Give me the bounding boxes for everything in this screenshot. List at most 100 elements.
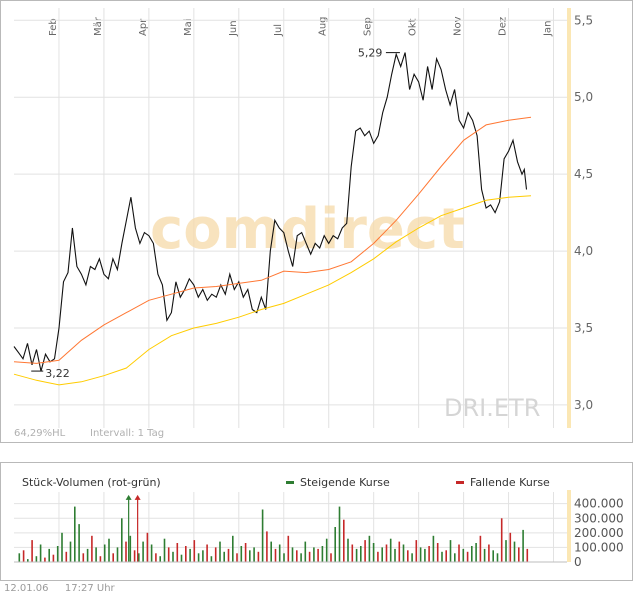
volume-bar <box>56 546 59 562</box>
volume-bar <box>500 518 503 563</box>
series-line-2 <box>13 195 532 386</box>
volume-bar <box>458 544 460 562</box>
volume-bar <box>202 550 204 562</box>
volume-bar <box>274 548 277 562</box>
volume-bar <box>385 544 388 562</box>
x-tick-label: Nov <box>453 16 464 36</box>
volume-bar <box>244 543 247 562</box>
volume-bar <box>291 547 294 562</box>
x-tick-label: Apr <box>138 18 149 36</box>
volume-bar <box>436 543 439 562</box>
volume-bar <box>22 550 25 562</box>
volume-bar <box>227 548 230 562</box>
volume-bar <box>325 538 328 562</box>
right-axis-band <box>567 8 571 428</box>
volume-bar <box>419 547 422 562</box>
volume-bar <box>78 524 80 562</box>
volume-bar <box>180 554 183 562</box>
volume-bar <box>103 544 106 562</box>
volume-y-tick: 400.000 <box>574 497 624 511</box>
volume-bar <box>159 556 161 562</box>
volume-bar <box>52 554 55 562</box>
footer-time: 17:27 Uhr <box>64 583 115 594</box>
volume-bar <box>133 550 136 562</box>
volume-bar <box>330 553 332 563</box>
volume-bar <box>296 550 298 562</box>
volume-y-tick: 300.000 <box>574 511 624 525</box>
volume-bar <box>232 535 234 563</box>
volume-bar <box>454 553 456 563</box>
volume-bar <box>86 548 89 562</box>
volume-bar <box>475 543 477 562</box>
volume-bar <box>261 509 264 562</box>
volume-bar <box>39 544 42 562</box>
volume-bar <box>445 550 447 562</box>
volume-bar <box>270 541 272 562</box>
legend-swatch-falling <box>456 481 464 484</box>
volume-bar <box>411 553 413 563</box>
volume-overflow-arrow <box>134 494 141 500</box>
volume-bar <box>338 506 341 562</box>
volume-bar <box>189 548 191 562</box>
y-tick-label: 5,0 <box>574 90 593 104</box>
volume-bar <box>377 551 379 562</box>
volume-bar <box>513 541 516 562</box>
volume-bar <box>150 544 153 562</box>
volume-bar <box>82 553 85 563</box>
price-panel-frame <box>0 0 633 443</box>
price-chart: Feb Mär Apr Mai Jun Jul Aug Sep Okt Nov Dez Jan 5,5 5… <box>0 0 633 443</box>
volume-bar <box>35 556 38 562</box>
volume-bar <box>449 540 452 562</box>
volume-bar <box>65 551 68 562</box>
x-tick-label: Mär <box>93 16 104 36</box>
series-line-1 <box>13 116 532 364</box>
volume-y-tick: 100.000 <box>574 540 624 554</box>
volume-bar <box>69 541 72 562</box>
volume-bar <box>44 557 46 562</box>
volume-bar <box>197 553 200 563</box>
volume-bar <box>163 538 166 562</box>
y-tick-label: 4,5 <box>574 167 593 181</box>
volume-bar <box>146 532 149 562</box>
volume-bar <box>129 535 132 563</box>
series-line-0 <box>13 52 528 372</box>
footer-timestamp: 12.01.06 17:27 Uhr <box>4 583 115 594</box>
volume-bar <box>415 540 418 562</box>
volume-bar <box>488 544 490 562</box>
volume-bar <box>424 548 426 562</box>
volume-bar <box>266 531 268 562</box>
volume-y-tick: 0 <box>574 555 582 569</box>
volume-bar <box>61 532 63 562</box>
volume-bar <box>441 551 443 562</box>
min-label: 3,22 <box>45 367 69 380</box>
volume-title: Stück-Volumen (rot-grün) <box>22 476 161 489</box>
x-tick-label: Dez <box>498 17 509 36</box>
volume-bar <box>479 535 482 563</box>
range-label: 64,29%HL <box>14 428 66 439</box>
volume-axis-band <box>567 490 571 562</box>
volume-bar <box>471 546 473 562</box>
x-tick-label: Jun <box>228 20 239 37</box>
volume-bar <box>304 541 307 562</box>
volume-bar <box>526 548 529 562</box>
volume-bar <box>407 550 409 562</box>
symbol-label: DRI.ETR <box>444 394 540 422</box>
volume-bar <box>283 553 285 563</box>
volume-bar <box>31 540 33 562</box>
volume-bar <box>287 535 290 563</box>
volume-bar <box>278 544 281 562</box>
volume-bar <box>317 548 319 562</box>
volume-bar <box>116 547 119 562</box>
volume-bar <box>518 547 520 562</box>
y-tick-label: 3,5 <box>574 321 593 335</box>
volume-bar <box>402 544 405 562</box>
volume-bar <box>428 546 430 562</box>
x-tick-label: Aug <box>318 16 329 36</box>
interval-label: Intervall: 1 Tag <box>90 428 164 439</box>
volume-bar <box>313 547 315 562</box>
volume-bar <box>509 532 512 562</box>
x-tick-label: Jul <box>273 24 284 37</box>
x-tick-label: Jan <box>543 21 554 37</box>
volume-bar <box>125 541 127 562</box>
volume-bar <box>91 535 93 563</box>
